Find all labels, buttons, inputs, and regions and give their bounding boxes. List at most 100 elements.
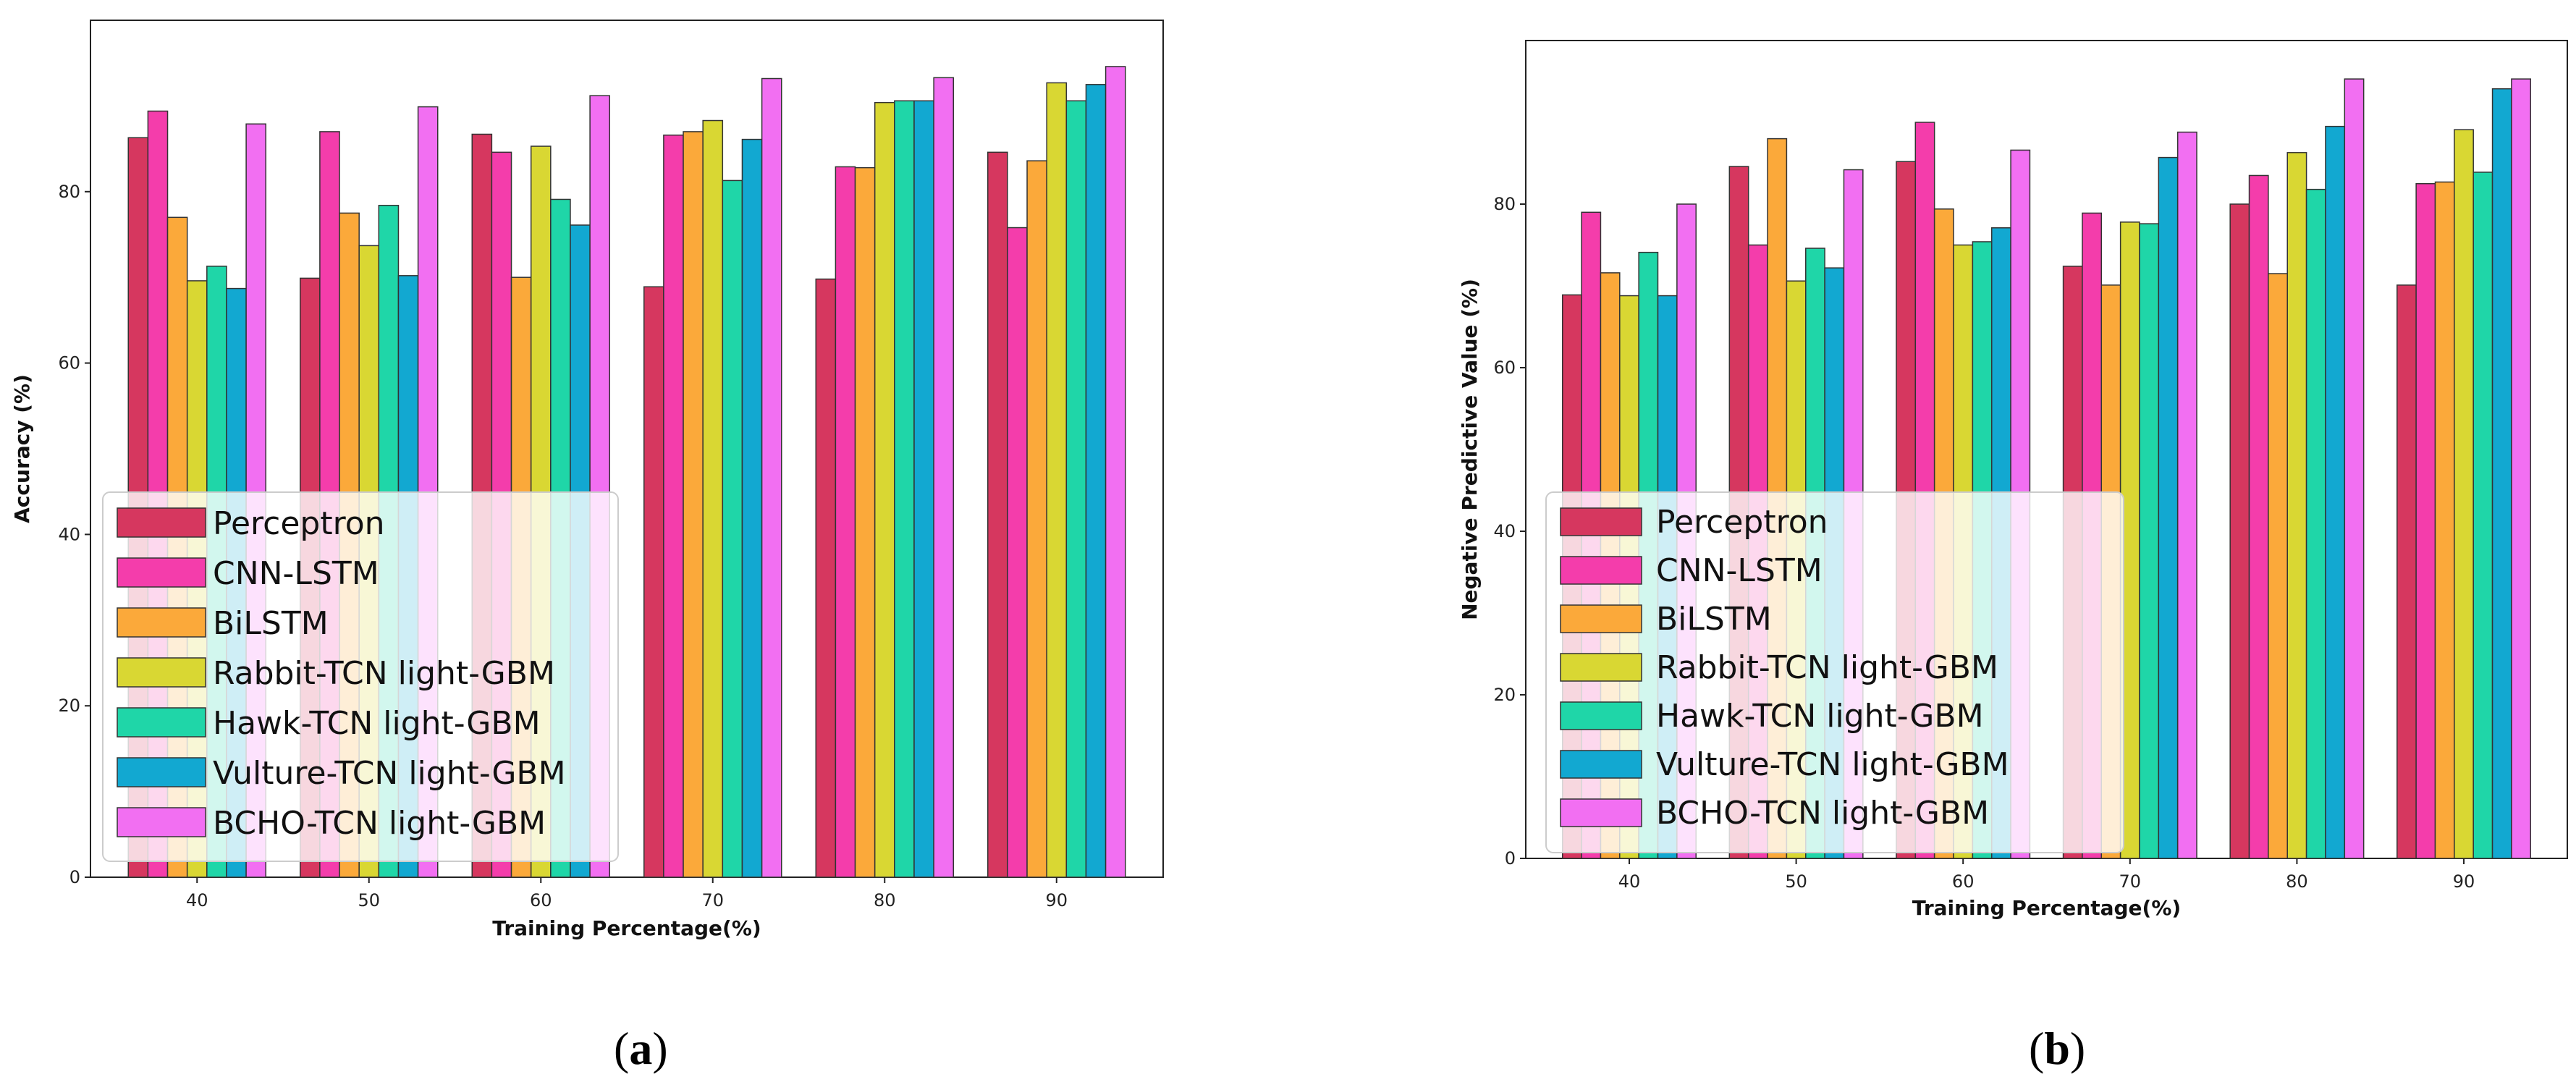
- chart-panel-a: 0 20 40 60 80 40 50 60 70 80 90 Training Percentage…: [10, 20, 1164, 1074]
- x-tick-label: 80: [874, 890, 896, 911]
- legend: Perceptron CNN-LSTM BiLSTM Rabbit-TCN light…: [102, 491, 619, 862]
- x-tick-label: 70: [701, 890, 724, 911]
- legend-label: Rabbit-TCN light-GBM: [1656, 649, 1998, 686]
- x-tick-label: 40: [1618, 871, 1641, 892]
- legend-label: Rabbit-TCN light-GBM: [213, 655, 555, 692]
- x-tick-label: 90: [1045, 890, 1068, 911]
- y-tick-label: 40: [1493, 521, 1516, 541]
- bar-bilstm-80: [854, 166, 876, 878]
- bar-hawk-tcn-light-gbm-80: [2305, 188, 2326, 859]
- bar-perceptron-80: [815, 278, 837, 878]
- legend-swatch: [1560, 556, 1642, 585]
- legend-swatch: [1560, 701, 1642, 730]
- bar-perceptron-70: [643, 286, 664, 878]
- bar-rabbit-tcn-light-gbm-80: [2286, 152, 2307, 859]
- bar-rabbit-tcn-light-gbm-80: [874, 101, 895, 878]
- legend-swatch: [1560, 604, 1642, 633]
- bar-bcho-tcn-light-gbm-90: [1105, 66, 1126, 878]
- bar-hawk-tcn-light-gbm-90: [1065, 100, 1087, 878]
- bar-vulture-tcn-light-gbm-90: [2491, 88, 2512, 859]
- legend-swatch: [117, 757, 206, 787]
- bar-bcho-tcn-light-gbm-80: [933, 77, 955, 878]
- bar-cnn-lstm-80: [835, 166, 856, 878]
- bar-bcho-tcn-light-gbm-80: [2344, 78, 2365, 859]
- y-tick-label: 0: [69, 867, 80, 887]
- bar-bilstm-90: [2434, 181, 2455, 859]
- legend-swatch: [117, 807, 206, 837]
- legend-label: BCHO-TCN light-GBM: [213, 805, 546, 842]
- y-tick-label: 40: [58, 524, 80, 544]
- bar-hawk-tcn-light-gbm-90: [2472, 172, 2493, 859]
- bar-rabbit-tcn-light-gbm-70: [702, 119, 724, 878]
- legend-label: CNN-LSTM: [1656, 552, 1823, 589]
- legend: Perceptron CNN-LSTM BiLSTM Rabbit-TCN light…: [1545, 491, 2124, 853]
- legend-label: Perceptron: [1656, 504, 1828, 541]
- legend-label: CNN-LSTM: [213, 555, 379, 592]
- bar-hawk-tcn-light-gbm-80: [894, 100, 915, 878]
- bar-cnn-lstm-80: [2248, 174, 2269, 859]
- legend-box: [102, 491, 619, 862]
- legend-box: [1545, 491, 2124, 853]
- x-axis-title: Training Percentage(%): [492, 916, 761, 940]
- y-tick-label: 20: [1493, 685, 1516, 705]
- x-tick-label: 50: [358, 890, 380, 911]
- chart-panel-b: 0 20 40 60 80 40 50 60 70 80 90 Training Percentage…: [1458, 40, 2568, 1074]
- legend-swatch: [1560, 798, 1642, 827]
- bar-cnn-lstm-90: [2415, 183, 2436, 859]
- legend-label: BCHO-TCN light-GBM: [1656, 795, 1989, 832]
- y-tick-label: 80: [58, 182, 80, 202]
- x-tick-label: 70: [2119, 871, 2142, 892]
- x-tick-label: 60: [1952, 871, 1975, 892]
- legend-label: Hawk-TCN light-GBM: [1656, 698, 1984, 735]
- legend-swatch: [117, 707, 206, 738]
- x-tick-label: 90: [2453, 871, 2475, 892]
- bar-hawk-tcn-light-gbm-70: [2139, 223, 2160, 859]
- legend-swatch: [117, 657, 206, 688]
- bar-bcho-tcn-light-gbm-70: [2176, 131, 2197, 859]
- x-axis-title: Training Percentage(%): [1912, 896, 2181, 920]
- legend-swatch: [1560, 750, 1642, 779]
- legend-label: BiLSTM: [1656, 601, 1772, 638]
- y-tick-label: 60: [1493, 358, 1516, 378]
- bar-bilstm-70: [683, 131, 704, 878]
- bar-bcho-tcn-light-gbm-90: [2511, 78, 2532, 859]
- y-axis-title: Accuracy (%): [10, 374, 34, 523]
- y-tick-label: 20: [58, 696, 80, 716]
- bar-cnn-lstm-70: [663, 134, 684, 878]
- bar-bilstm-80: [2268, 273, 2288, 859]
- legend-label: Perceptron: [213, 505, 385, 542]
- bar-vulture-tcn-light-gbm-70: [741, 138, 763, 878]
- legend-swatch: [117, 557, 206, 588]
- bar-perceptron-80: [2229, 203, 2250, 859]
- bar-vulture-tcn-light-gbm-90: [1085, 84, 1107, 878]
- bar-rabbit-tcn-light-gbm-90: [2454, 129, 2474, 859]
- panel-label: (a): [614, 1023, 668, 1074]
- bar-rabbit-tcn-light-gbm-90: [1046, 82, 1068, 878]
- bar-perceptron-90: [2396, 284, 2417, 859]
- panel-label: (b): [2029, 1023, 2085, 1074]
- bar-cnn-lstm-90: [1007, 227, 1028, 878]
- legend-swatch: [117, 507, 206, 538]
- x-tick-label: 40: [186, 890, 208, 911]
- bar-vulture-tcn-light-gbm-70: [2158, 156, 2179, 859]
- bar-bcho-tcn-light-gbm-70: [761, 77, 782, 878]
- y-axis-title: Negative Predictive Value (%): [1458, 279, 1482, 620]
- legend-label: BiLSTM: [213, 605, 329, 642]
- x-tick-label: 80: [2286, 871, 2308, 892]
- legend-label: Vulture-TCN light-GBM: [1656, 746, 2009, 783]
- bar-vulture-tcn-light-gbm-80: [913, 100, 934, 878]
- legend-swatch: [1560, 507, 1642, 536]
- x-tick-label: 50: [1785, 871, 1807, 892]
- legend-swatch: [117, 607, 206, 638]
- legend-label: Hawk-TCN light-GBM: [213, 705, 541, 742]
- bar-hawk-tcn-light-gbm-70: [722, 179, 743, 878]
- y-tick-label: 60: [58, 353, 80, 373]
- x-tick-label: 60: [530, 890, 552, 911]
- legend-label: Vulture-TCN light-GBM: [213, 755, 566, 792]
- bar-perceptron-90: [987, 151, 1008, 878]
- bar-bilstm-90: [1026, 160, 1047, 878]
- y-tick-label: 80: [1493, 194, 1516, 214]
- y-tick-label: 0: [1505, 848, 1516, 869]
- legend-swatch: [1560, 653, 1642, 682]
